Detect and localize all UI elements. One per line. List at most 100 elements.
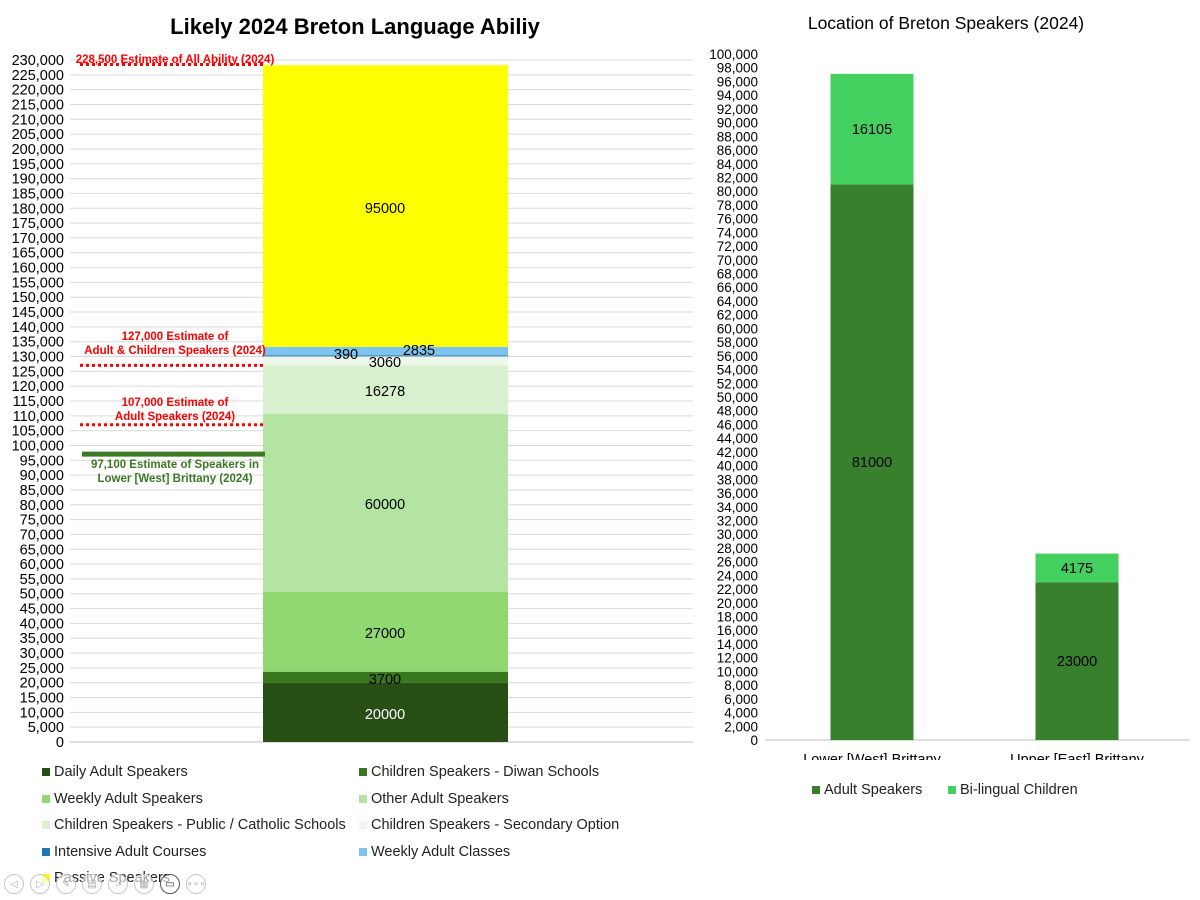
prev-icon[interactable]: ◁: [4, 874, 24, 894]
data-label: 2835: [403, 343, 435, 359]
y-tick-label: 155,000: [12, 275, 64, 291]
y-tick-label: 160,000: [12, 261, 64, 277]
y-tick-label: 30,000: [717, 527, 758, 542]
video-icon[interactable]: ▭: [160, 874, 180, 894]
bar-segment: [263, 413, 508, 592]
y-tick-label: 94,000: [717, 88, 758, 103]
bar-segment: [263, 682, 508, 742]
y-tick-label: 86,000: [717, 143, 758, 158]
pen-icon[interactable]: ✎: [56, 874, 76, 894]
y-tick-label: 76,000: [717, 212, 758, 227]
y-tick-label: 62,000: [717, 308, 758, 323]
right-chart-title: Location of Breton Speakers (2024): [808, 13, 1084, 33]
y-tick-label: 16,000: [717, 623, 758, 638]
x-tick-label: Lower [West] Brittany: [803, 752, 941, 760]
y-tick-label: 60,000: [717, 321, 758, 336]
legend-item: Other Adult Speakers: [359, 791, 509, 807]
legend-label: Children Speakers - Diwan Schools: [371, 764, 600, 780]
y-tick-label: 30,000: [20, 646, 64, 662]
y-tick-label: 26,000: [717, 555, 758, 570]
y-tick-label: 14,000: [717, 637, 758, 652]
y-tick-label: 88,000: [717, 129, 758, 144]
legend-swatch: [42, 794, 50, 803]
y-tick-label: 215,000: [12, 97, 64, 113]
y-tick-label: 74,000: [717, 225, 758, 240]
y-tick-label: 230,000: [12, 53, 64, 69]
y-tick-label: 105,000: [12, 424, 64, 440]
y-tick-label: 98,000: [717, 61, 758, 76]
y-tick-label: 10,000: [20, 705, 64, 721]
y-tick-label: 68,000: [717, 267, 758, 282]
y-tick-label: 78,000: [717, 198, 758, 213]
bar-segment: [263, 356, 508, 366]
y-tick-label: 46,000: [717, 417, 758, 432]
left-chart-title: Likely 2024 Breton Language Abiliy: [170, 14, 540, 39]
left-chart-legend: Daily Adult Speakers Children Speakers - …: [42, 764, 682, 894]
y-tick-label: 180,000: [12, 201, 64, 217]
legend-swatch: [42, 821, 50, 829]
legend-swatch: [359, 794, 367, 803]
view-icon[interactable]: ▤: [82, 874, 102, 894]
legend-item: Weekly Adult Speakers: [42, 791, 203, 807]
bar-segment: [263, 65, 508, 347]
legend-swatch: [359, 768, 367, 776]
y-tick-label: 150,000: [12, 290, 64, 306]
y-tick-label: 100,000: [709, 47, 758, 62]
grid-icon[interactable]: ▦: [134, 874, 154, 894]
y-tick-label: 0: [56, 735, 64, 751]
y-tick-label: 54,000: [717, 363, 758, 378]
legend-item: Adult Speakers: [812, 782, 922, 798]
y-tick-label: 205,000: [12, 127, 64, 143]
y-tick-label: 84,000: [717, 157, 758, 172]
legend-swatch: [359, 847, 367, 856]
y-tick-label: 25,000: [20, 661, 64, 677]
data-label: 3060: [369, 355, 401, 371]
legend-item: Daily Adult Speakers: [42, 764, 188, 780]
annotation-label: Adult Speakers (2024): [115, 411, 235, 423]
y-tick-label: 125,000: [12, 364, 64, 380]
bar-segment: [263, 355, 508, 357]
y-tick-label: 130,000: [12, 350, 64, 366]
y-tick-label: 115,000: [13, 394, 64, 410]
bar-segment: [1035, 553, 1119, 583]
legend-label: Intensive Adult Courses: [54, 843, 207, 860]
y-tick-label: 58,000: [717, 335, 758, 350]
legend-item: Children Speakers - Public / Catholic Sc…: [42, 817, 346, 833]
bar-segment: [830, 184, 914, 741]
y-tick-label: 200,000: [12, 142, 64, 158]
y-tick-label: 66,000: [717, 280, 758, 295]
x-tick-label: Upper [East] Brittany: [1010, 752, 1145, 760]
y-tick-label: 175,000: [12, 216, 64, 232]
y-tick-label: 42,000: [717, 445, 758, 460]
y-tick-label: 225,000: [12, 68, 64, 84]
data-label: 3700: [369, 672, 401, 688]
legend-swatch: [42, 768, 50, 776]
more-icon[interactable]: ∘∘∘: [186, 874, 206, 894]
y-tick-label: 52,000: [717, 376, 758, 391]
y-tick-label: 32,000: [717, 513, 758, 528]
data-label: 27000: [365, 626, 405, 642]
next-icon[interactable]: ▷: [30, 874, 50, 894]
bar-segment: [263, 591, 508, 672]
legend-item: Intensive Adult Courses: [42, 844, 206, 860]
y-tick-label: 6,000: [724, 692, 758, 707]
y-tick-label: 18,000: [717, 610, 758, 625]
y-tick-label: 55,000: [20, 572, 64, 588]
annotation-label: 127,000 Estimate of: [122, 331, 229, 343]
y-tick-label: 60,000: [20, 557, 64, 573]
legend-item: Children Speakers - Secondary Option: [359, 817, 619, 833]
y-tick-label: 20,000: [20, 676, 64, 692]
y-tick-label: 80,000: [20, 498, 64, 514]
legend-label: Weekly Adult Speakers: [54, 790, 203, 807]
y-tick-label: 145,000: [12, 305, 64, 321]
y-tick-label: 82,000: [717, 170, 758, 185]
y-tick-label: 8,000: [724, 678, 758, 693]
annotation-label: 97,100 Estimate of Speakers in: [91, 459, 259, 471]
legend-label: Other Adult Speakers: [371, 790, 509, 807]
annotation-label: Adult & Children Speakers (2024): [84, 345, 266, 357]
y-tick-label: 2,000: [724, 719, 758, 734]
zoom-icon[interactable]: ⌕: [108, 874, 128, 894]
y-tick-label: 40,000: [20, 616, 64, 632]
y-tick-label: 85,000: [20, 483, 64, 499]
y-tick-label: 210,000: [12, 112, 64, 128]
